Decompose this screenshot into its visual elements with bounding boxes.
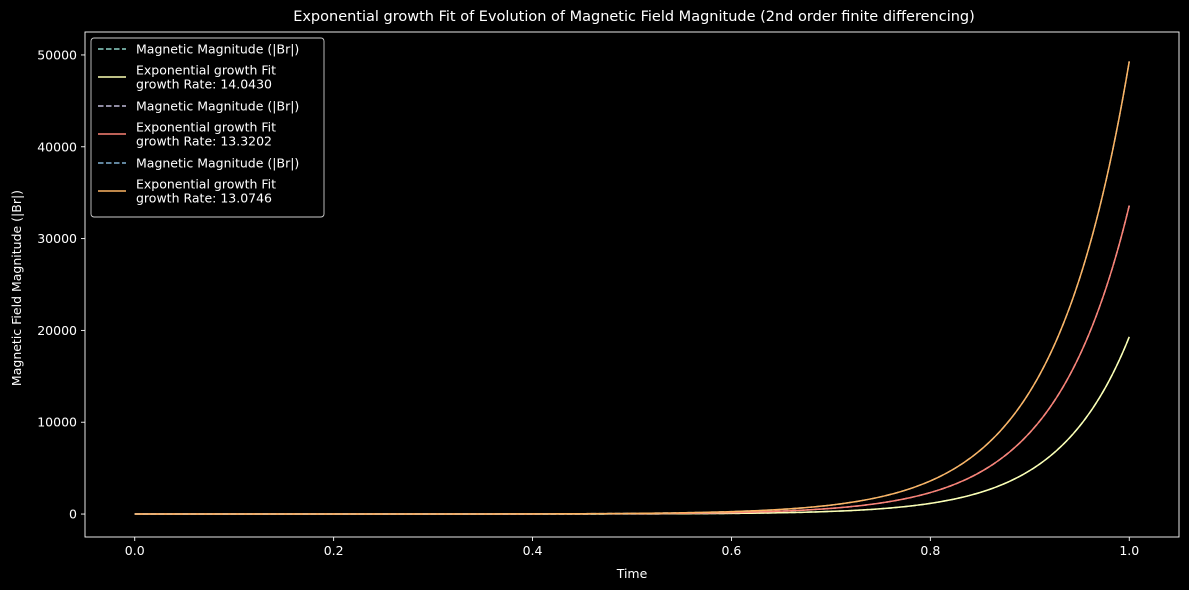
y-axis-label: Magnetic Field Magnitude (|Br|): [9, 190, 24, 386]
x-tick-label: 0.4: [523, 543, 543, 558]
legend-label-line: Magnetic Magnitude (|Br|): [136, 156, 299, 171]
legend-box: [90, 37, 325, 218]
legend-label-4: Exponential growth Fit growth Rate: 13.32…: [136, 120, 276, 149]
x-tick-label: 0.6: [722, 543, 742, 558]
y-axis: 0 10000 20000 30000 40000 50000: [37, 47, 85, 522]
y-tick-label: 20000: [37, 323, 77, 338]
legend-label-line: growth Rate: 13.0746: [136, 191, 272, 206]
legend-label-1: Magnetic Magnitude (|Br|): [136, 42, 299, 57]
y-tick-label: 40000: [37, 139, 77, 154]
x-tick-label: 0.2: [324, 543, 344, 558]
chart-title: Exponential growth Fit of Evolution of M…: [293, 9, 975, 25]
legend: Magnetic Magnitude (|Br|) Exponential gro…: [90, 37, 325, 218]
legend-label-3: Magnetic Magnitude (|Br|): [136, 99, 299, 114]
legend-label-line: growth Rate: 13.3202: [136, 134, 272, 149]
legend-label-5: Magnetic Magnitude (|Br|): [136, 156, 299, 171]
y-tick-label: 10000: [37, 415, 77, 430]
y-tick-label: 0: [69, 507, 77, 522]
y-tick-label: 30000: [37, 231, 77, 246]
plot-area: [84, 31, 1180, 538]
x-axis-label: Time: [616, 566, 648, 581]
legend-label-line: Exponential growth Fit: [136, 120, 276, 135]
legend-label-6: Exponential growth Fit growth Rate: 13.07…: [136, 177, 276, 206]
y-tick-label: 50000: [37, 47, 77, 62]
legend-label-line: Magnetic Magnitude (|Br|): [136, 42, 299, 57]
legend-label-line: Exponential growth Fit: [136, 177, 276, 192]
x-tick-label: 0.0: [125, 543, 145, 558]
legend-label-line: growth Rate: 14.0430: [136, 77, 272, 92]
series-line-6: [134, 61, 1131, 515]
plot-frame: [84, 31, 1180, 538]
x-tick-label: 1.0: [1119, 543, 1139, 558]
x-axis: 0.0 0.2 0.4 0.6 0.8 1.0: [125, 537, 1139, 558]
legend-label-line: Exponential growth Fit: [136, 63, 276, 78]
legend-label-line: Magnetic Magnitude (|Br|): [136, 99, 299, 114]
legend-label-2: Exponential growth Fit growth Rate: 14.04…: [136, 63, 276, 92]
x-tick-label: 0.8: [920, 543, 940, 558]
